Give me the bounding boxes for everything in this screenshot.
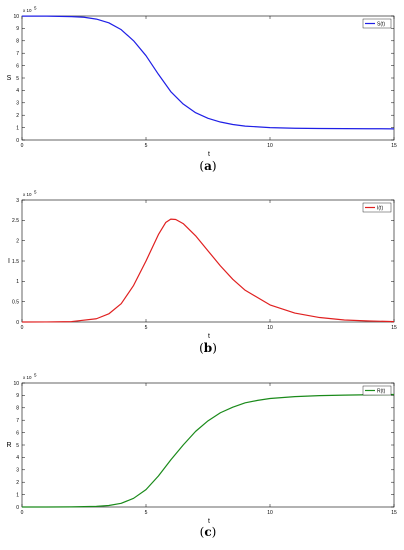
y-tick-label: 3 bbox=[16, 198, 19, 204]
y-tick-label: 7 bbox=[16, 51, 19, 57]
legend-box bbox=[362, 202, 392, 213]
y-tick-label: 10 bbox=[13, 14, 19, 20]
y-tick-label: 2 bbox=[16, 113, 19, 119]
x-tick-label: 15 bbox=[391, 510, 397, 516]
y-tick-label: 3 bbox=[16, 468, 19, 474]
y-tick-label: 2.5 bbox=[12, 218, 19, 224]
legend-label: S(t) bbox=[377, 21, 385, 27]
y-tick-label: 1 bbox=[16, 492, 19, 498]
legend-box bbox=[362, 385, 392, 396]
y-tick-label: 3 bbox=[16, 101, 19, 107]
y-tick-label: 7 bbox=[16, 418, 19, 424]
y-tick-label: 2 bbox=[16, 480, 19, 486]
y-scale-exponent: 5 bbox=[34, 373, 37, 378]
y-scale-multiplier: x 10 bbox=[23, 8, 32, 13]
y-scale-exponent: 5 bbox=[34, 6, 37, 11]
x-tick-label: 0 bbox=[21, 143, 24, 149]
x-tick-label: 10 bbox=[267, 143, 273, 149]
x-tick-label: 0 bbox=[21, 510, 24, 516]
y-tick-label: 0 bbox=[16, 320, 19, 326]
y-tick-label: 6 bbox=[16, 430, 19, 436]
panel-caption: (a) bbox=[199, 159, 216, 173]
legend-label: R(t) bbox=[377, 388, 386, 394]
x-tick-label: 5 bbox=[145, 325, 148, 331]
x-axis-label: t bbox=[208, 518, 210, 525]
y-tick-label: 1.5 bbox=[12, 259, 19, 265]
series-line-st bbox=[22, 15, 395, 130]
y-tick-label: 4 bbox=[16, 88, 19, 94]
series-line-rt bbox=[22, 393, 395, 508]
y-tick-label: 5 bbox=[16, 443, 19, 449]
x-tick-label: 15 bbox=[391, 325, 397, 331]
y-axis-label: R bbox=[6, 442, 11, 449]
y-axis-label: I bbox=[8, 258, 10, 265]
x-tick-label: 0 bbox=[21, 325, 24, 331]
y-tick-label: 10 bbox=[13, 381, 19, 387]
panel-caption: (c) bbox=[200, 525, 217, 539]
y-tick-label: 2 bbox=[16, 238, 19, 244]
y-scale-multiplier: x 10 bbox=[23, 192, 32, 197]
plot-frame bbox=[21, 199, 395, 323]
y-tick-label: 8 bbox=[16, 39, 19, 45]
y-tick-label: 4 bbox=[16, 455, 19, 461]
x-tick-label: 5 bbox=[145, 510, 148, 516]
y-scale-exponent: 5 bbox=[34, 190, 37, 195]
panel-caption: (b) bbox=[199, 341, 217, 355]
x-axis-label: t bbox=[208, 151, 210, 158]
plot-frame bbox=[21, 15, 395, 141]
y-tick-label: 8 bbox=[16, 406, 19, 412]
x-tick-label: 5 bbox=[145, 143, 148, 149]
y-tick-label: 1 bbox=[16, 125, 19, 131]
y-tick-label: 5 bbox=[16, 76, 19, 82]
legend-label: I(t) bbox=[377, 205, 383, 211]
x-tick-label: 15 bbox=[391, 143, 397, 149]
y-tick-label: 0 bbox=[16, 505, 19, 511]
x-tick-label: 10 bbox=[267, 510, 273, 516]
y-tick-label: 1 bbox=[16, 279, 19, 285]
y-tick-label: 9 bbox=[16, 393, 19, 399]
legend-box bbox=[362, 18, 392, 29]
y-axis-label: S bbox=[7, 75, 12, 82]
y-tick-label: 0.5 bbox=[12, 299, 19, 305]
y-tick-label: 0 bbox=[16, 138, 19, 144]
y-tick-label: 9 bbox=[16, 26, 19, 32]
x-axis-label: t bbox=[208, 333, 210, 340]
x-tick-label: 10 bbox=[267, 325, 273, 331]
series-line-it bbox=[21, 218, 395, 323]
y-scale-multiplier: x 10 bbox=[23, 375, 32, 380]
y-tick-label: 6 bbox=[16, 63, 19, 69]
plot-frame bbox=[21, 382, 395, 508]
